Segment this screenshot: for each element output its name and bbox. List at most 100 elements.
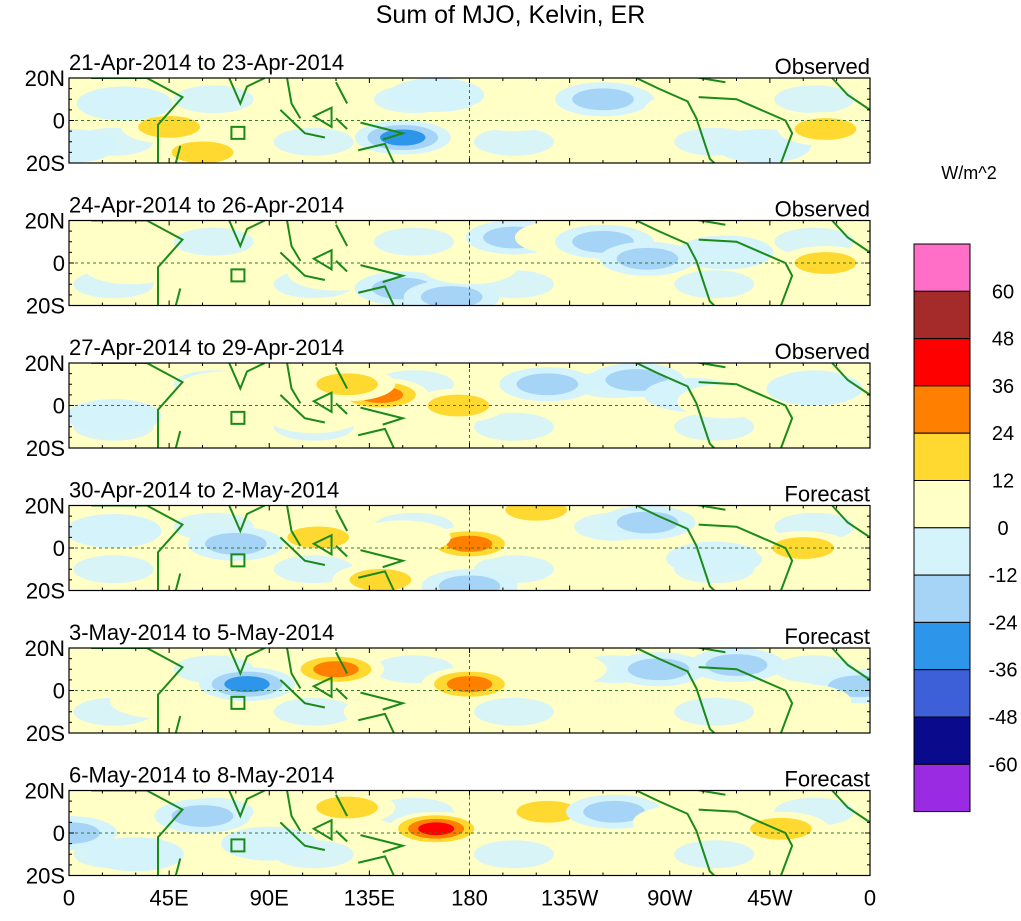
background-band bbox=[273, 697, 354, 726]
anomaly-field bbox=[73, 648, 870, 729]
colorbar-swatch bbox=[913, 480, 971, 529]
coastline-caribbean bbox=[694, 363, 726, 369]
anomaly-contour bbox=[69, 514, 162, 548]
anomaly-contour bbox=[605, 369, 668, 391]
colorbar-swatch bbox=[913, 290, 971, 340]
y-tick-label: 20N bbox=[25, 351, 65, 376]
panel-status-label: Observed bbox=[775, 54, 870, 79]
coastline-india bbox=[228, 78, 266, 107]
colorbar-level-label: 24 bbox=[992, 423, 1014, 445]
colorbar-swatch bbox=[913, 527, 971, 576]
coastline-maritime-continent bbox=[279, 220, 326, 281]
x-tick-label: 90E bbox=[250, 886, 289, 911]
coastline-madagascar bbox=[174, 858, 182, 876]
panel-6: 6-May-2014 to 8-May-2014 Forecast 20N 0 20S bbox=[25, 763, 871, 889]
anomaly-contour bbox=[254, 86, 351, 121]
coastline-maritime-continent bbox=[279, 363, 326, 424]
coastline-madagascar bbox=[174, 430, 182, 448]
anomaly-contour bbox=[380, 129, 426, 146]
panel-2: 24-Apr-2014 to 26-Apr-2014 Observed 20N 0 20… bbox=[25, 193, 871, 319]
panel-date-label: 21-Apr-2014 to 23-Apr-2014 bbox=[69, 50, 344, 75]
coastline-group bbox=[91, 363, 870, 448]
x-tick-label: 45W bbox=[747, 886, 792, 911]
anomaly-contour bbox=[69, 399, 162, 434]
anomaly-contour bbox=[421, 250, 518, 285]
background-band bbox=[373, 227, 454, 256]
anomaly-contour bbox=[224, 676, 270, 693]
panel-date-label: 30-Apr-2014 to 2-May-2014 bbox=[69, 478, 339, 503]
anomaly-contour bbox=[176, 371, 273, 406]
anomaly-contour bbox=[354, 420, 451, 448]
anomaly-contour bbox=[354, 520, 451, 555]
anomaly-contour bbox=[205, 532, 267, 555]
coastline-borneo bbox=[311, 676, 333, 699]
colorbar-level-label: 0 bbox=[997, 518, 1008, 540]
coastline-central-america bbox=[635, 220, 715, 306]
coastline-central-america bbox=[635, 648, 715, 733]
background-band bbox=[173, 85, 254, 114]
anomaly-contour bbox=[427, 394, 490, 417]
anomaly-contour bbox=[572, 88, 634, 111]
anomaly-contour bbox=[265, 224, 362, 259]
panel-status-label: Observed bbox=[775, 339, 870, 364]
coastline-sulawesi-philippines bbox=[335, 509, 349, 558]
anomaly-contour bbox=[705, 654, 768, 676]
colorbar-level-label: 36 bbox=[992, 376, 1014, 398]
coastline-chagos-box bbox=[230, 553, 246, 568]
panel-date-label: 3-May-2014 to 5-May-2014 bbox=[69, 620, 334, 645]
anomaly-contour bbox=[349, 568, 412, 591]
y-tick-label: 0 bbox=[53, 251, 65, 276]
coastline-madagascar bbox=[174, 715, 182, 733]
background-band bbox=[674, 840, 755, 869]
anomaly-contour bbox=[794, 118, 857, 140]
coastline-india bbox=[228, 220, 266, 249]
coastline-new-guinea-australia bbox=[358, 121, 407, 163]
y-tick-label: 0 bbox=[53, 109, 65, 134]
coastline-madagascar bbox=[174, 573, 182, 591]
background-band bbox=[674, 412, 755, 441]
coastline-africa bbox=[91, 790, 185, 876]
coastline-west-africa bbox=[831, 648, 870, 681]
coastline-west-africa bbox=[831, 505, 870, 539]
coastline-sulawesi-philippines bbox=[335, 366, 349, 415]
colorbar-swatch bbox=[913, 763, 971, 813]
y-tick-label: 0 bbox=[53, 679, 65, 704]
panel-status-label: Observed bbox=[775, 197, 870, 222]
panel-date-label: 24-Apr-2014 to 26-Apr-2014 bbox=[69, 193, 344, 218]
x-tick-label: 0 bbox=[63, 886, 75, 911]
background-band bbox=[173, 227, 254, 256]
x-tick-label: 0 bbox=[864, 886, 876, 911]
coastline-borneo bbox=[311, 391, 333, 414]
y-tick-label: 20N bbox=[25, 209, 65, 234]
colorbar-swatch bbox=[913, 243, 971, 292]
coastline-borneo bbox=[311, 818, 333, 842]
background-band bbox=[474, 697, 554, 726]
coastline-central-america bbox=[635, 78, 715, 163]
colorbar-swatch bbox=[913, 716, 971, 765]
coastline-sulawesi-philippines bbox=[335, 224, 349, 273]
colorbar-level-label: -36 bbox=[989, 660, 1018, 682]
panel-1: 21-Apr-2014 to 23-Apr-2014 Observed 20N 0 20… bbox=[25, 50, 871, 176]
y-tick-label: 20S bbox=[26, 864, 65, 889]
coastline-africa bbox=[91, 78, 185, 163]
panel-4: 30-Apr-2014 to 2-May-2014 Forecast 20N 0 20S bbox=[25, 478, 871, 604]
anomaly-contour bbox=[616, 511, 679, 534]
coastline-chagos-box bbox=[230, 125, 246, 140]
x-tick-label: 90W bbox=[647, 886, 692, 911]
anomaly-contour bbox=[420, 286, 483, 306]
anomaly-contour bbox=[755, 684, 852, 719]
anomaly-contour bbox=[343, 694, 440, 729]
coastline-maritime-continent bbox=[279, 648, 326, 709]
coastline-sulawesi-philippines bbox=[335, 651, 349, 700]
y-tick-label: 0 bbox=[53, 536, 65, 561]
coastline-africa bbox=[91, 505, 185, 591]
background-band bbox=[474, 127, 554, 156]
x-tick-label: 135W bbox=[541, 886, 599, 911]
colorbar-swatch bbox=[913, 669, 971, 718]
coastline-new-guinea-australia bbox=[358, 264, 407, 306]
coastline-india bbox=[228, 648, 266, 677]
y-tick-label: 0 bbox=[53, 821, 65, 846]
coastline-borneo bbox=[311, 248, 333, 272]
coastline-madagascar bbox=[174, 288, 182, 306]
coastline-central-america bbox=[635, 790, 715, 876]
